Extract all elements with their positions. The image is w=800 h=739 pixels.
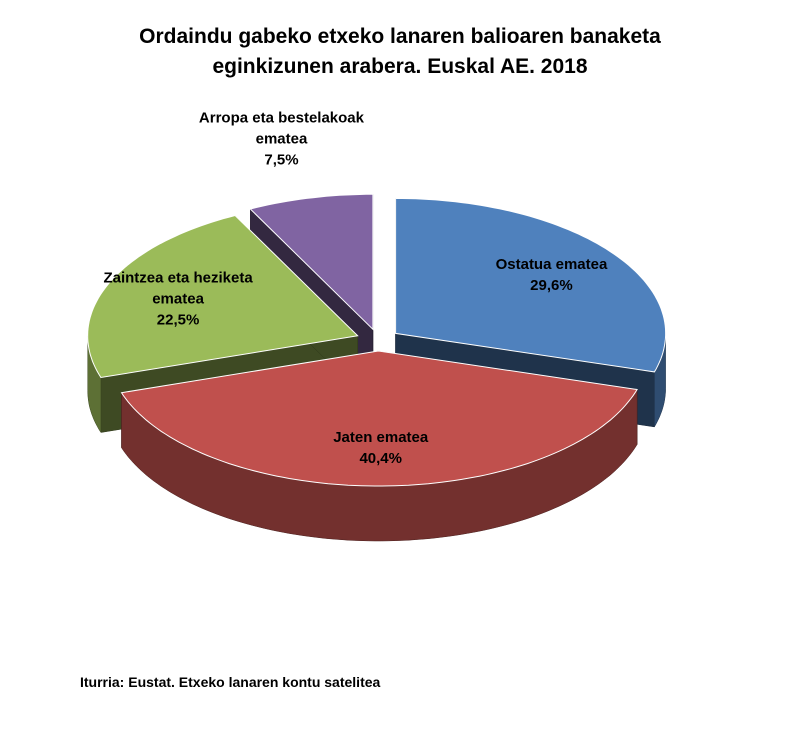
pie-slice [249,193,374,331]
chart-title: Ordaindu gabeko etxeko lanaren balioaren… [139,25,661,78]
category-label: Zaintzea eta heziketa ematea [103,269,253,308]
pie-slice [87,214,359,379]
value-label: 22,5% [156,311,200,329]
category-label: Ostatua ematea [495,256,608,274]
category-label: Jaten ematea [333,429,429,447]
category-label: Arropa eta bestelakoak ematea [198,109,364,148]
value-label: 7,5% [264,151,299,169]
pie-slice [120,350,638,487]
slice-label: Ostatua ematea 29,6% [466,254,636,296]
value-label: 40,4% [359,450,402,468]
value-label: 29,6% [530,277,573,295]
slice-label: Zaintzea eta heziketa ematea 22,5% [93,267,263,330]
source-note: Iturria: Eustat. Etxeko lanaren kontu sa… [80,674,381,690]
slice-label: Jaten ematea 40,4% [296,427,466,469]
pie-slice [395,197,667,373]
slice-label: Arropa eta bestelakoak ematea 7,5% [196,107,366,170]
